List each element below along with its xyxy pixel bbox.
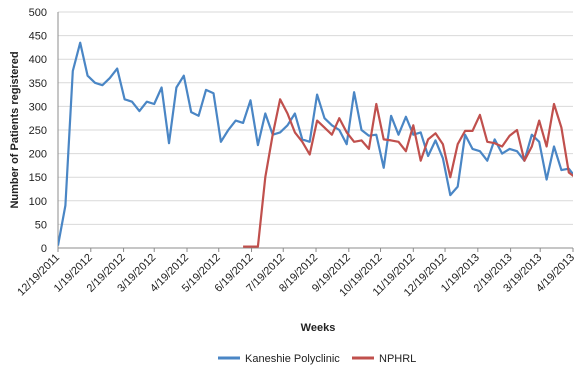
series-layer: [58, 41, 573, 248]
y-tick-label: 400: [29, 54, 47, 66]
y-axis-title: Number of Patients registered: [9, 51, 21, 208]
y-tick-label: 450: [29, 31, 47, 43]
x-tick-label: 12/19/2011: [15, 252, 62, 299]
y-tick-label: 250: [29, 125, 47, 137]
y-tick-label: 200: [29, 149, 47, 161]
y-tick-label: 100: [29, 196, 47, 208]
y-tick-label: 500: [29, 7, 47, 19]
x-axis-title: Weeks: [301, 322, 336, 334]
y-axis: 0 50 100 150 200 250 300 350 400 450 500: [29, 7, 59, 255]
x-axis: 12/19/20111/19/20122/19/20123/19/20124/1…: [15, 247, 574, 299]
y-tick-label: 300: [29, 101, 47, 113]
series-line-kaneshie-polyclinic: [58, 41, 573, 246]
legend-label: Kaneshie Polyclinic: [245, 353, 340, 365]
y-tick-label: 50: [35, 219, 47, 231]
y-tick-label: 150: [29, 172, 47, 184]
series-line-nphrl: [243, 98, 573, 248]
y-tick-label: 0: [41, 243, 47, 255]
legend-label: NPHRL: [379, 353, 416, 365]
gridlines: [58, 11, 573, 225]
legend: Kaneshie Polyclinic NPHRL: [218, 353, 416, 365]
y-tick-label: 350: [29, 78, 47, 90]
